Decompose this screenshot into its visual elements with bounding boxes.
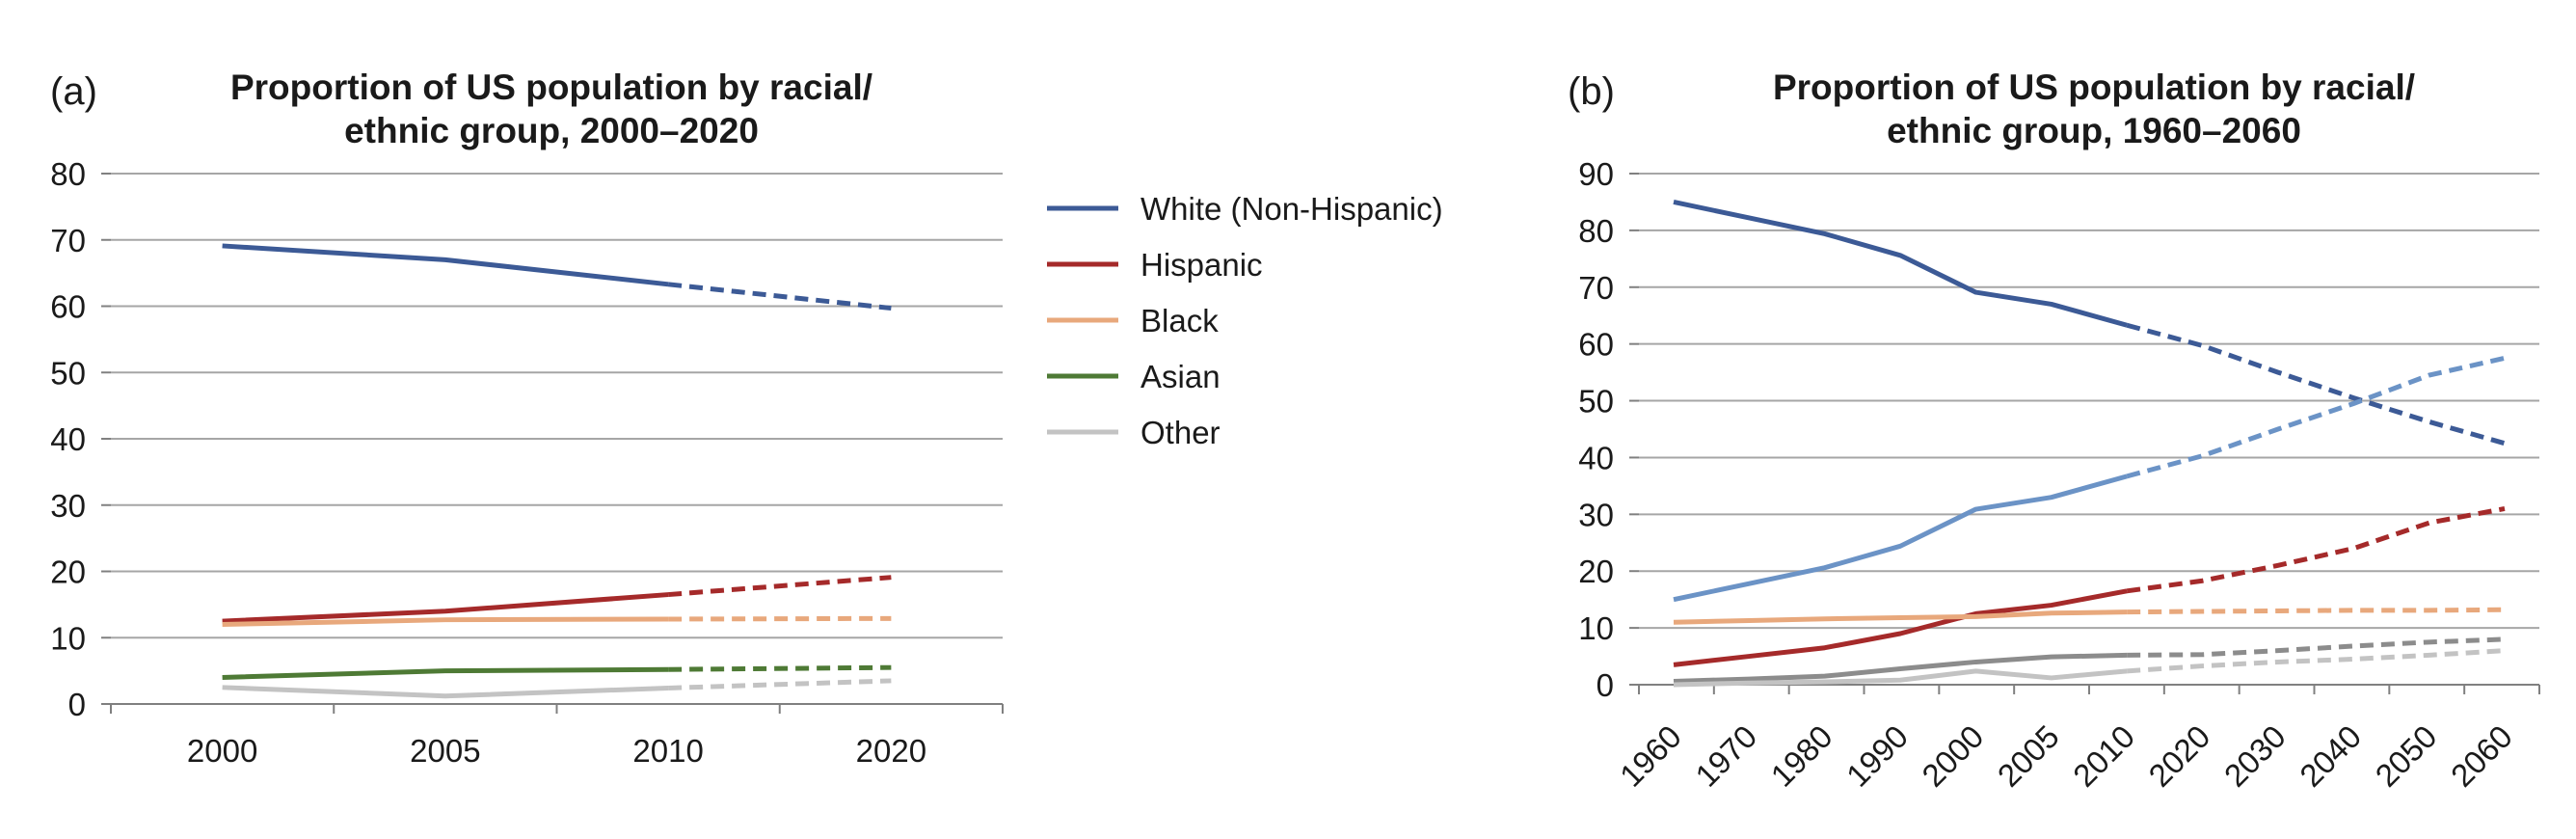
x-tick-label: 2050 [2369,718,2444,794]
panel-b: (b) Proportion of US population by racial… [1568,68,2540,794]
chart-title-line-1: Proportion of US population by racial/ [1773,68,2415,107]
x-tick-label: 2005 [1991,718,2066,794]
y-tick-label: 40 [50,421,86,457]
x-tick-label: 1980 [1764,718,1839,794]
series-projection-series-4 [2127,607,2506,615]
series-line-series-5 [1673,652,2128,684]
series-projection-series-6 [2127,648,2506,674]
y-tick-label: 80 [1578,213,1614,249]
series-line-white-non-hispanic [222,243,669,287]
y-tick-label: 10 [1578,610,1614,646]
chart-title-line-1: Proportion of US population by racial/ [230,68,872,107]
series-line-black [222,616,669,627]
x-tick-label: 1960 [1613,718,1688,794]
y-tick-label: 10 [50,620,86,656]
y-tick-label: 40 [1578,440,1614,475]
y-tick-label: 20 [1578,554,1614,589]
y-tick-label: 30 [1578,497,1614,532]
series-projection-black [668,615,892,622]
series-line-asian [222,666,669,680]
series-projection-series-2 [2126,355,2506,479]
panel-label: (b) [1568,70,1615,113]
y-tick-label: 80 [50,156,86,192]
panel-label: (a) [50,70,97,113]
y-tick-label: 0 [68,687,86,722]
series-line-series-2 [1673,474,2128,603]
chart-title-line-2: ethnic group, 1960–2060 [1887,111,2301,150]
y-tick-label: 0 [1597,667,1614,703]
y-tick-label: 20 [50,555,86,590]
series-line-other [222,685,669,699]
y-tick-label: 70 [50,223,86,258]
legend: White (Non-Hispanic) Hispanic Black Asian Ot… [1047,191,1443,450]
series-projection-white-non-hispanic [667,282,892,311]
x-tick-label: 2060 [2444,718,2519,794]
x-tick-label: 2005 [410,733,480,769]
series-line-series-4 [1673,609,2128,625]
y-tick-label: 60 [50,289,86,325]
x-tick-label: 2010 [632,733,703,769]
legend-label-white-non-hispanic: White (Non-Hispanic) [1140,191,1443,227]
series-line-series-1 [1673,199,2128,328]
x-tick-label: 2000 [1915,718,1990,794]
y-tick-label: 60 [1578,327,1614,363]
y-tick-label: 30 [50,488,86,524]
y-tick-label: 70 [1578,270,1614,306]
x-tick-label: 2020 [856,733,926,769]
x-tick-label: 1990 [1839,718,1915,794]
series-projection-asian [668,664,892,672]
x-tick-label: 2000 [187,733,257,769]
series-projection-other [668,678,892,690]
legend-label-hispanic: Hispanic [1140,247,1263,283]
y-tick-label: 50 [1578,384,1614,420]
panel-a: (a) Proportion of US population by racial… [50,68,1004,769]
x-tick-label: 1970 [1688,718,1763,794]
series-line-hispanic [222,592,669,624]
legend-label-black: Black [1140,303,1219,338]
x-tick-label: 2040 [2293,718,2368,794]
series-projection-series-3 [2126,505,2506,594]
x-tick-label: 2010 [2066,718,2141,794]
chart-title-line-2: ethnic group, 2000–2020 [344,111,759,150]
series-line-series-3 [1673,588,2128,667]
series-projection-series-1 [2126,322,2506,447]
legend-label-other: Other [1140,415,1221,450]
series-projection-hispanic [667,575,892,598]
y-tick-label: 90 [1578,156,1614,192]
x-tick-label: 2030 [2217,718,2293,794]
series-line-series-6 [1673,668,2128,688]
y-tick-label: 50 [50,355,86,391]
x-tick-label: 2020 [2141,718,2216,794]
legend-label-asian: Asian [1140,359,1221,394]
